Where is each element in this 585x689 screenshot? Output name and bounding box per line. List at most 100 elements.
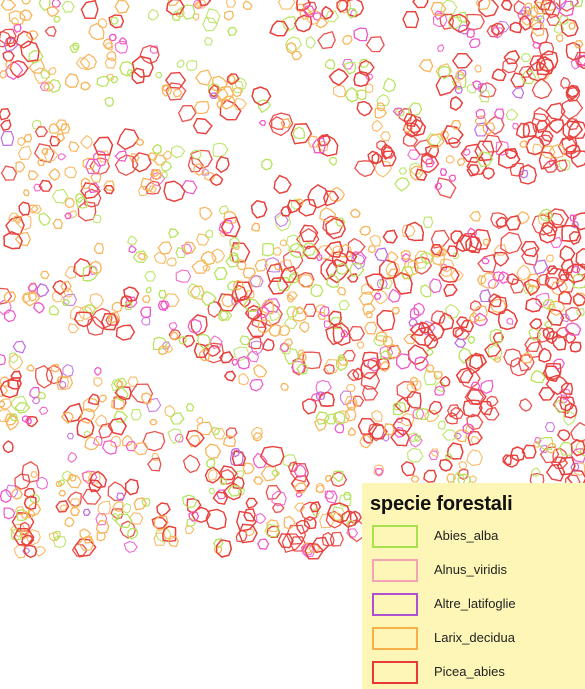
tree-crown (525, 135, 545, 156)
tree-crown (31, 396, 41, 405)
tree-crown (8, 212, 20, 222)
tree-crown (202, 342, 224, 364)
tree-crown (56, 133, 65, 143)
tree-crown (361, 384, 379, 401)
tree-crown (133, 442, 149, 456)
tree-crown (78, 535, 95, 551)
tree-crown (332, 411, 346, 425)
tree-crown (525, 297, 543, 313)
tree-crown (285, 42, 297, 55)
tree-crown (445, 452, 453, 460)
tree-crown (69, 507, 80, 516)
tree-crown (21, 511, 28, 519)
tree-crown (479, 82, 497, 98)
tree-crown (291, 50, 303, 61)
tree-crown (521, 444, 537, 459)
tree-crown (542, 365, 561, 382)
tree-crown (458, 347, 472, 364)
tree-crown (152, 336, 168, 351)
tree-crown (235, 529, 248, 543)
tree-crown (298, 321, 310, 333)
tree-crown (347, 7, 358, 19)
tree-crown (252, 432, 263, 442)
tree-crown (518, 65, 534, 78)
tree-crown (94, 366, 102, 376)
legend-label: Abies_alba (434, 528, 499, 543)
tree-crown (200, 250, 217, 265)
tree-crown (62, 363, 74, 377)
tree-crown (400, 461, 416, 477)
tree-crown (368, 424, 388, 440)
tree-crown (140, 316, 151, 326)
tree-crown (400, 250, 412, 261)
tree-crown (14, 402, 31, 414)
tree-crown (302, 245, 321, 260)
tree-crown (97, 150, 111, 163)
tree-crown (388, 288, 401, 303)
tree-crown (407, 102, 423, 117)
tree-crown (132, 152, 152, 173)
tree-crown (248, 336, 262, 350)
tree-crown (282, 454, 297, 467)
tree-crown (223, 210, 237, 224)
tree-crown (521, 352, 533, 364)
tree-crown (56, 376, 73, 391)
tree-crown (569, 214, 577, 222)
tree-crown (141, 295, 151, 304)
tree-crown (187, 283, 202, 298)
tree-crown (162, 525, 177, 543)
tree-crown (456, 11, 467, 23)
tree-crown (203, 37, 213, 46)
tree-crown (506, 273, 520, 286)
tree-crown (238, 523, 258, 544)
tree-crown (4, 413, 18, 426)
tree-crown (185, 429, 205, 448)
tree-crown (269, 20, 289, 37)
tree-crown (112, 501, 124, 512)
tree-crown (396, 380, 418, 399)
tree-crown (71, 543, 88, 557)
tree-crown (522, 283, 534, 294)
tree-crown (531, 77, 553, 100)
tree-crown (6, 36, 17, 48)
tree-crown (16, 509, 29, 522)
tree-crown (454, 85, 463, 94)
legend-item-picea-abies: Picea_abies (370, 659, 580, 689)
tree-crown (249, 379, 264, 392)
tree-crown (97, 394, 108, 403)
tree-crown (410, 475, 420, 483)
tree-crown (317, 311, 327, 320)
tree-crown (428, 450, 439, 461)
legend-label: Alnus_viridis (434, 562, 507, 577)
tree-crown (414, 356, 429, 372)
tree-crown (61, 0, 75, 13)
tree-crown (323, 363, 335, 375)
tree-crown (242, 0, 253, 10)
tree-crown (324, 59, 336, 70)
tree-crown (89, 293, 104, 310)
tree-crown (325, 475, 332, 483)
tree-crown (75, 196, 89, 209)
tree-crown (575, 54, 585, 67)
tree-crown (82, 471, 93, 482)
tree-crown (482, 122, 496, 136)
map-legend: specie forestali Abies_alba Alnus_viridi… (362, 483, 585, 689)
tree-crown (441, 429, 459, 441)
tree-crown (536, 327, 551, 343)
tree-crown (329, 316, 343, 330)
tree-crown (509, 162, 525, 177)
tree-crown (332, 322, 351, 346)
tree-crown (391, 306, 400, 315)
tree-crown (111, 397, 125, 410)
tree-crown (262, 338, 275, 352)
tree-crown (149, 172, 166, 187)
tree-crown (271, 490, 287, 507)
tree-crown (249, 275, 264, 288)
tree-crown (93, 136, 114, 156)
tree-crown (489, 328, 503, 345)
tree-crown (19, 40, 40, 63)
legend-label: Larix_decidua (434, 630, 515, 645)
tree-crown (280, 342, 289, 353)
tree-crown (512, 122, 520, 130)
